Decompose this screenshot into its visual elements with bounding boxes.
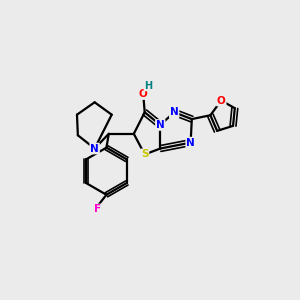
- Text: N: N: [170, 107, 178, 117]
- Text: N: N: [156, 120, 165, 130]
- Text: N: N: [186, 138, 195, 148]
- Text: F: F: [94, 205, 101, 214]
- Text: O: O: [217, 95, 226, 106]
- Text: N: N: [90, 143, 99, 154]
- Text: O: O: [139, 89, 148, 99]
- Text: S: S: [141, 149, 148, 159]
- Text: H: H: [144, 81, 152, 91]
